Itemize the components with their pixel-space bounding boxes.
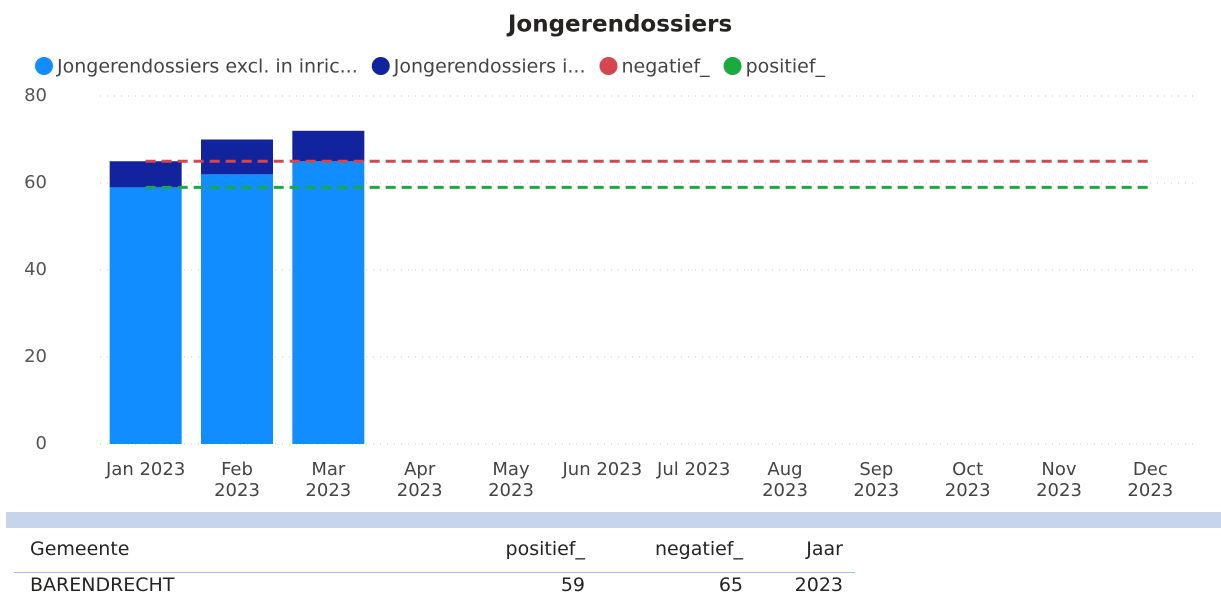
x-tick-label: Oct 2023 [944,459,991,501]
x-tick-label: Sep 2023 [853,459,900,501]
bar [109,187,182,444]
legend-label: positief_ [746,56,826,78]
y-tick-label: 0 [36,433,47,454]
legend-marker [723,57,742,75]
chart-title: Jongerendossiers [506,12,732,38]
x-tick-label: Nov 2023 [1036,459,1082,501]
x-tick-label: Feb 2023 [214,459,260,501]
legend-marker [371,57,390,75]
x-tick-label: Jun 2023 [562,459,643,480]
bar [201,174,273,445]
table-cell: 65 [718,574,743,596]
x-tick-label: Jan 2023 [106,459,186,480]
x-tick-label: Dec 2023 [1127,459,1174,501]
table-cell: 2023 [794,574,843,596]
x-tick-label: May 2023 [488,459,534,501]
bar [292,161,365,444]
chart: Jongerendossiers 0 20 40 60 80 Jongerendossie… [24,12,1196,454]
column-header: negatief_ [654,538,743,560]
x-tick-label: Mar 2023 [305,459,352,501]
table: Gemeente positief_ negatief_ Jaar BARENDRECH… [0,530,1221,596]
y-tick-label: 20 [24,346,47,367]
bar [201,139,273,175]
legend-label: negatief_ [622,56,711,78]
column-header: Jaar [806,538,843,560]
bar [292,130,365,162]
y-tick-label: 40 [24,259,47,280]
legend-label: Jongerendossiers excl. in inric... [56,56,358,78]
y-tick-label: 60 [24,172,47,193]
legend-label: Jongerendossiers i... [393,56,586,78]
x-tick-label: Jul 2023 [657,459,731,480]
column-header: Gemeente [30,538,130,560]
table-cell: 59 [560,574,585,596]
separator-band [6,512,1221,528]
bar [109,161,182,188]
x-tick-label: Apr 2023 [396,459,443,501]
legend-marker [599,57,618,75]
column-header: positief_ [505,538,585,560]
y-tick-label: 80 [24,85,47,106]
legend-marker [35,57,53,75]
x-tick-label: Aug 2023 [762,459,808,501]
row-divider [14,572,855,573]
table-cell: BARENDRECHT [30,574,175,596]
